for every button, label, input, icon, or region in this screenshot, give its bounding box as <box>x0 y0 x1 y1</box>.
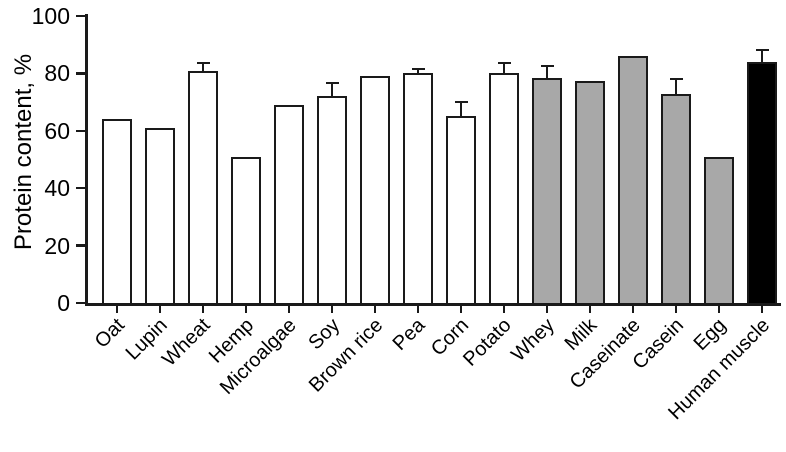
y-axis-tick <box>76 301 85 305</box>
bar <box>747 61 777 303</box>
error-bar-cap <box>669 77 683 81</box>
error-bar-stem <box>201 63 205 73</box>
x-axis-tick <box>115 306 119 313</box>
x-tick-label: Potato <box>459 314 516 371</box>
y-axis-tick <box>76 186 85 190</box>
bar <box>360 76 390 303</box>
plot-area: Protein content, % 0 20 40 60 80 100 Oat Lupin W… <box>10 3 781 424</box>
x-axis-tick <box>545 306 549 313</box>
x-axis-tick <box>416 306 420 313</box>
error-bar-cap <box>454 100 468 104</box>
y-tick-label: 0 <box>57 290 70 316</box>
y-axis-tick <box>76 72 85 75</box>
x-axis-tick <box>244 306 248 313</box>
x-tick-label: Whey <box>507 314 559 366</box>
y-tick-label: 100 <box>31 3 70 29</box>
bar <box>446 116 476 303</box>
x-axis-tick <box>588 306 592 313</box>
y-axis-line <box>85 14 88 306</box>
bar <box>145 127 175 303</box>
y-tick-label: 20 <box>44 232 70 259</box>
bar <box>618 56 648 303</box>
error-bar-cap <box>325 82 339 85</box>
x-tick-label: Wheat <box>158 314 215 371</box>
x-axis-tick <box>287 306 291 313</box>
error-bar-stem <box>674 79 678 96</box>
error-bar-cap <box>540 64 554 68</box>
bar <box>231 156 261 303</box>
bar <box>403 73 433 303</box>
y-tick-label: 60 <box>44 117 70 144</box>
bar <box>317 96 347 303</box>
y-axis-tick <box>76 244 85 247</box>
x-axis-line <box>85 303 781 306</box>
bar <box>274 104 304 303</box>
y-axis-tick <box>76 14 85 18</box>
bar <box>532 77 562 303</box>
error-bar-stem <box>760 50 764 64</box>
x-axis-tick <box>502 306 506 313</box>
bar <box>188 70 218 303</box>
error-bar-stem <box>502 63 506 76</box>
x-axis-tick <box>373 306 377 313</box>
x-axis-tick <box>330 306 334 313</box>
x-tick-label: Pea <box>389 314 430 355</box>
bar <box>661 93 691 303</box>
error-bar-stem <box>416 69 420 76</box>
y-tick-label: 80 <box>44 60 70 87</box>
x-axis-tick <box>158 306 162 313</box>
y-tick-label: 40 <box>44 175 70 202</box>
x-axis-tick <box>717 306 721 313</box>
error-bar-cap <box>411 67 425 71</box>
x-axis-tick <box>631 306 635 313</box>
error-bar-cap <box>755 49 769 52</box>
error-bar-stem <box>330 83 334 99</box>
bar <box>102 119 132 303</box>
error-bar-stem <box>459 102 463 119</box>
x-axis-tick <box>459 306 463 313</box>
x-axis-tick <box>674 306 678 313</box>
x-axis-tick <box>201 306 205 313</box>
x-axis-tick <box>760 306 764 313</box>
error-bar-stem <box>545 66 549 80</box>
error-bar-cap <box>497 61 511 65</box>
bar <box>575 80 605 303</box>
bar <box>704 156 734 303</box>
error-bar-cap <box>196 61 210 65</box>
bar <box>489 73 519 303</box>
y-axis-tick <box>76 129 85 133</box>
